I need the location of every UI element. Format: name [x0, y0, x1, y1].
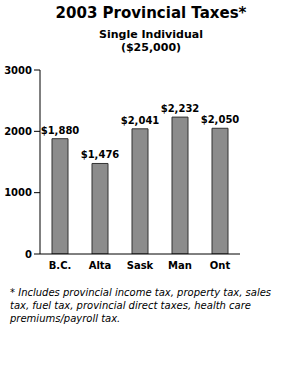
svg-text:$1,880: $1,880	[41, 125, 80, 136]
svg-text:1000: 1000	[8, 187, 32, 198]
svg-text:2000: 2000	[8, 126, 32, 137]
svg-text:Ont: Ont	[210, 260, 231, 271]
html-text:2003 Provincial Taxes*: 2003 Provincial Taxes*	[55, 4, 247, 22]
html-text:Single Individual: Single Individual	[99, 28, 203, 41]
svg-text:0: 0	[25, 249, 32, 260]
html-text:* Includes provincial income t: * Includes provincial income tax, proper…	[10, 287, 272, 324]
svg-text:$2,232: $2,232	[161, 103, 200, 114]
svg-text:B.C.: B.C.	[49, 260, 72, 271]
svg-text:Sask: Sask	[127, 260, 154, 271]
svg-text:$2,050: $2,050	[201, 114, 240, 125]
svg-text:3000: 3000	[8, 65, 32, 76]
svg-text:Man: Man	[168, 260, 192, 271]
html-text:($25,000): ($25,000)	[120, 41, 182, 54]
svg-text:Alta: Alta	[89, 260, 112, 271]
svg-text:$2,041: $2,041	[121, 115, 160, 126]
svg-text:$1,476: $1,476	[81, 149, 120, 160]
